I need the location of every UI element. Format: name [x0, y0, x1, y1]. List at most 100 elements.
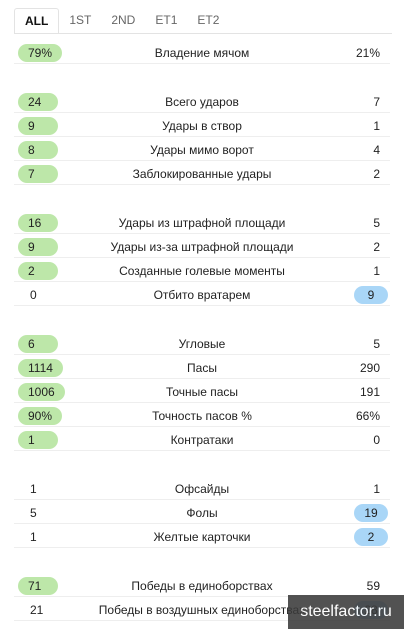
stat-label: Желтые карточки — [153, 530, 251, 544]
row-divider — [14, 378, 390, 379]
stat-row: 1 Желтые карточки 2 — [14, 524, 390, 548]
row-divider — [14, 257, 390, 258]
away-value: 66% — [355, 409, 380, 423]
stat-label: Удары в створ — [162, 119, 242, 133]
row-divider — [14, 620, 390, 621]
home-value: 24 — [18, 93, 58, 111]
stat-label: Удары мимо ворот — [150, 143, 254, 157]
home-value: 79% — [18, 44, 63, 62]
away-value: 59 — [366, 579, 380, 593]
home-value: 1 — [18, 431, 58, 449]
home-value: 5 — [30, 506, 37, 520]
away-value: 7 — [373, 95, 380, 109]
away-value: 5 — [373, 216, 380, 230]
home-value: 21 — [30, 603, 44, 617]
stat-row: 1 Офсайды 1 — [14, 476, 390, 500]
stat-row: 7 Заблокированные удары 2 — [14, 161, 390, 185]
away-value: 1 — [373, 119, 380, 133]
stat-label: Созданные голевые моменты — [119, 264, 285, 278]
tab-2nd[interactable]: 2ND — [111, 13, 136, 27]
home-value: 1114 — [18, 359, 63, 377]
row-divider — [14, 160, 390, 161]
row-divider — [14, 499, 390, 500]
tab-1st[interactable]: 1ST — [69, 13, 92, 27]
home-value: 1 — [30, 482, 37, 496]
row-divider — [14, 596, 390, 597]
stat-label: Удары из-за штрафной площади — [110, 240, 294, 254]
home-value: 1 — [30, 530, 37, 544]
row-divider — [14, 112, 390, 113]
home-value: 9 — [18, 238, 58, 256]
stat-row: 16 Удары из штрафной площади 5 — [14, 210, 390, 234]
home-value: 0 — [30, 288, 37, 302]
stat-row: 71 Победы в единоборствах 59 — [14, 573, 390, 597]
away-value: 2 — [354, 528, 388, 546]
row-divider — [14, 136, 390, 137]
stat-row: 1114 Пасы 290 — [14, 355, 390, 379]
stat-label: Отбито вратарем — [153, 288, 251, 302]
row-divider — [14, 184, 390, 185]
away-value: 290 — [359, 361, 380, 375]
stat-row: 8 Удары мимо ворот 4 — [14, 137, 390, 161]
stat-row: 6 Угловые 5 — [14, 331, 390, 355]
row-divider — [14, 354, 390, 355]
stat-row: 79% Владение мячом 21% — [14, 40, 390, 64]
stat-label: Победы в воздушных единоборствах — [98, 603, 306, 617]
tabs-divider — [14, 33, 392, 34]
tab-all[interactable]: ALL — [14, 8, 60, 34]
home-value: 2 — [18, 262, 58, 280]
stat-row: 9 Удары из-за штрафной площади 2 — [14, 234, 390, 258]
row-divider — [14, 281, 390, 282]
row-divider — [14, 305, 390, 306]
row-divider — [14, 402, 390, 403]
row-divider — [14, 63, 390, 64]
stat-label: Заблокированные удары — [132, 167, 272, 181]
stat-row: 1006 Точные пасы 191 — [14, 379, 390, 403]
row-divider — [14, 547, 390, 548]
stat-label: Победы в единоборствах — [131, 579, 273, 593]
tab-et2[interactable]: ET2 — [197, 13, 220, 27]
away-value: 1 — [373, 482, 380, 496]
away-value: 191 — [359, 385, 380, 399]
stat-row: 2 Созданные голевые моменты 1 — [14, 258, 390, 282]
row-divider — [14, 450, 390, 451]
away-value: 9 — [354, 286, 388, 304]
tab-et1[interactable]: ET1 — [155, 13, 178, 27]
stat-label: Точные пасы — [165, 385, 239, 399]
period-tabs: ALL 1ST 2ND ET1 ET2 — [14, 8, 229, 34]
away-value: 0 — [373, 433, 380, 447]
stat-label: Всего ударов — [165, 95, 239, 109]
stat-label: Фолы — [186, 506, 218, 520]
home-value: 90% — [18, 407, 63, 425]
home-value: 6 — [18, 335, 58, 353]
stat-row: 90% Точность пасов % 66% — [14, 403, 390, 427]
stat-row: 5 Фолы 19 — [14, 500, 390, 524]
site-watermark: steelfactor.ru — [288, 595, 404, 629]
stat-row: 1 Контратаки 0 — [14, 427, 390, 451]
away-value: 2 — [373, 167, 380, 181]
stat-label: Угловые — [178, 337, 226, 351]
stat-row: 9 Удары в створ 1 — [14, 113, 390, 137]
away-value: 19 — [354, 504, 388, 522]
stat-row: 0 Отбито вратарем 9 — [14, 282, 390, 306]
stat-row: 24 Всего ударов 7 — [14, 89, 390, 113]
stat-label: Офсайды — [174, 482, 230, 496]
stat-label: Удары из штрафной площади — [118, 216, 286, 230]
home-value: 71 — [18, 577, 58, 595]
away-value: 21% — [355, 46, 380, 60]
home-value: 1006 — [18, 383, 65, 401]
row-divider — [14, 426, 390, 427]
stat-label: Владение мячом — [154, 46, 250, 60]
away-value: 4 — [373, 143, 380, 157]
stat-label: Пасы — [187, 361, 217, 375]
home-value: 9 — [18, 117, 58, 135]
row-divider — [14, 233, 390, 234]
row-divider — [14, 523, 390, 524]
away-value: 5 — [373, 337, 380, 351]
stat-label: Контратаки — [170, 433, 234, 447]
away-value: 1 — [373, 264, 380, 278]
home-value: 7 — [18, 165, 58, 183]
home-value: 16 — [18, 214, 58, 232]
away-value: 2 — [373, 240, 380, 254]
home-value: 8 — [18, 141, 58, 159]
